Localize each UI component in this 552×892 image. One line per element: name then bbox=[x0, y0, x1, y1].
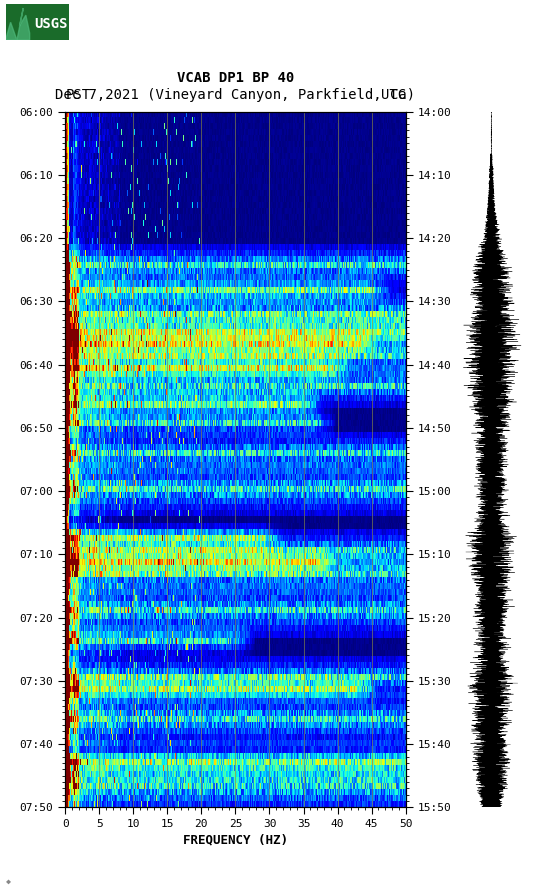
X-axis label: FREQUENCY (HZ): FREQUENCY (HZ) bbox=[183, 833, 288, 847]
Polygon shape bbox=[6, 8, 30, 40]
Text: USGS: USGS bbox=[34, 17, 68, 31]
Text: VCAB DP1 BP 40: VCAB DP1 BP 40 bbox=[177, 70, 294, 85]
Text: Dec 7,2021 (Vineyard Canyon, Parkfield, Ca): Dec 7,2021 (Vineyard Canyon, Parkfield, … bbox=[55, 88, 416, 103]
Text: PST: PST bbox=[65, 88, 91, 103]
Text: UTC: UTC bbox=[380, 88, 406, 103]
Text: ◆: ◆ bbox=[6, 877, 10, 886]
